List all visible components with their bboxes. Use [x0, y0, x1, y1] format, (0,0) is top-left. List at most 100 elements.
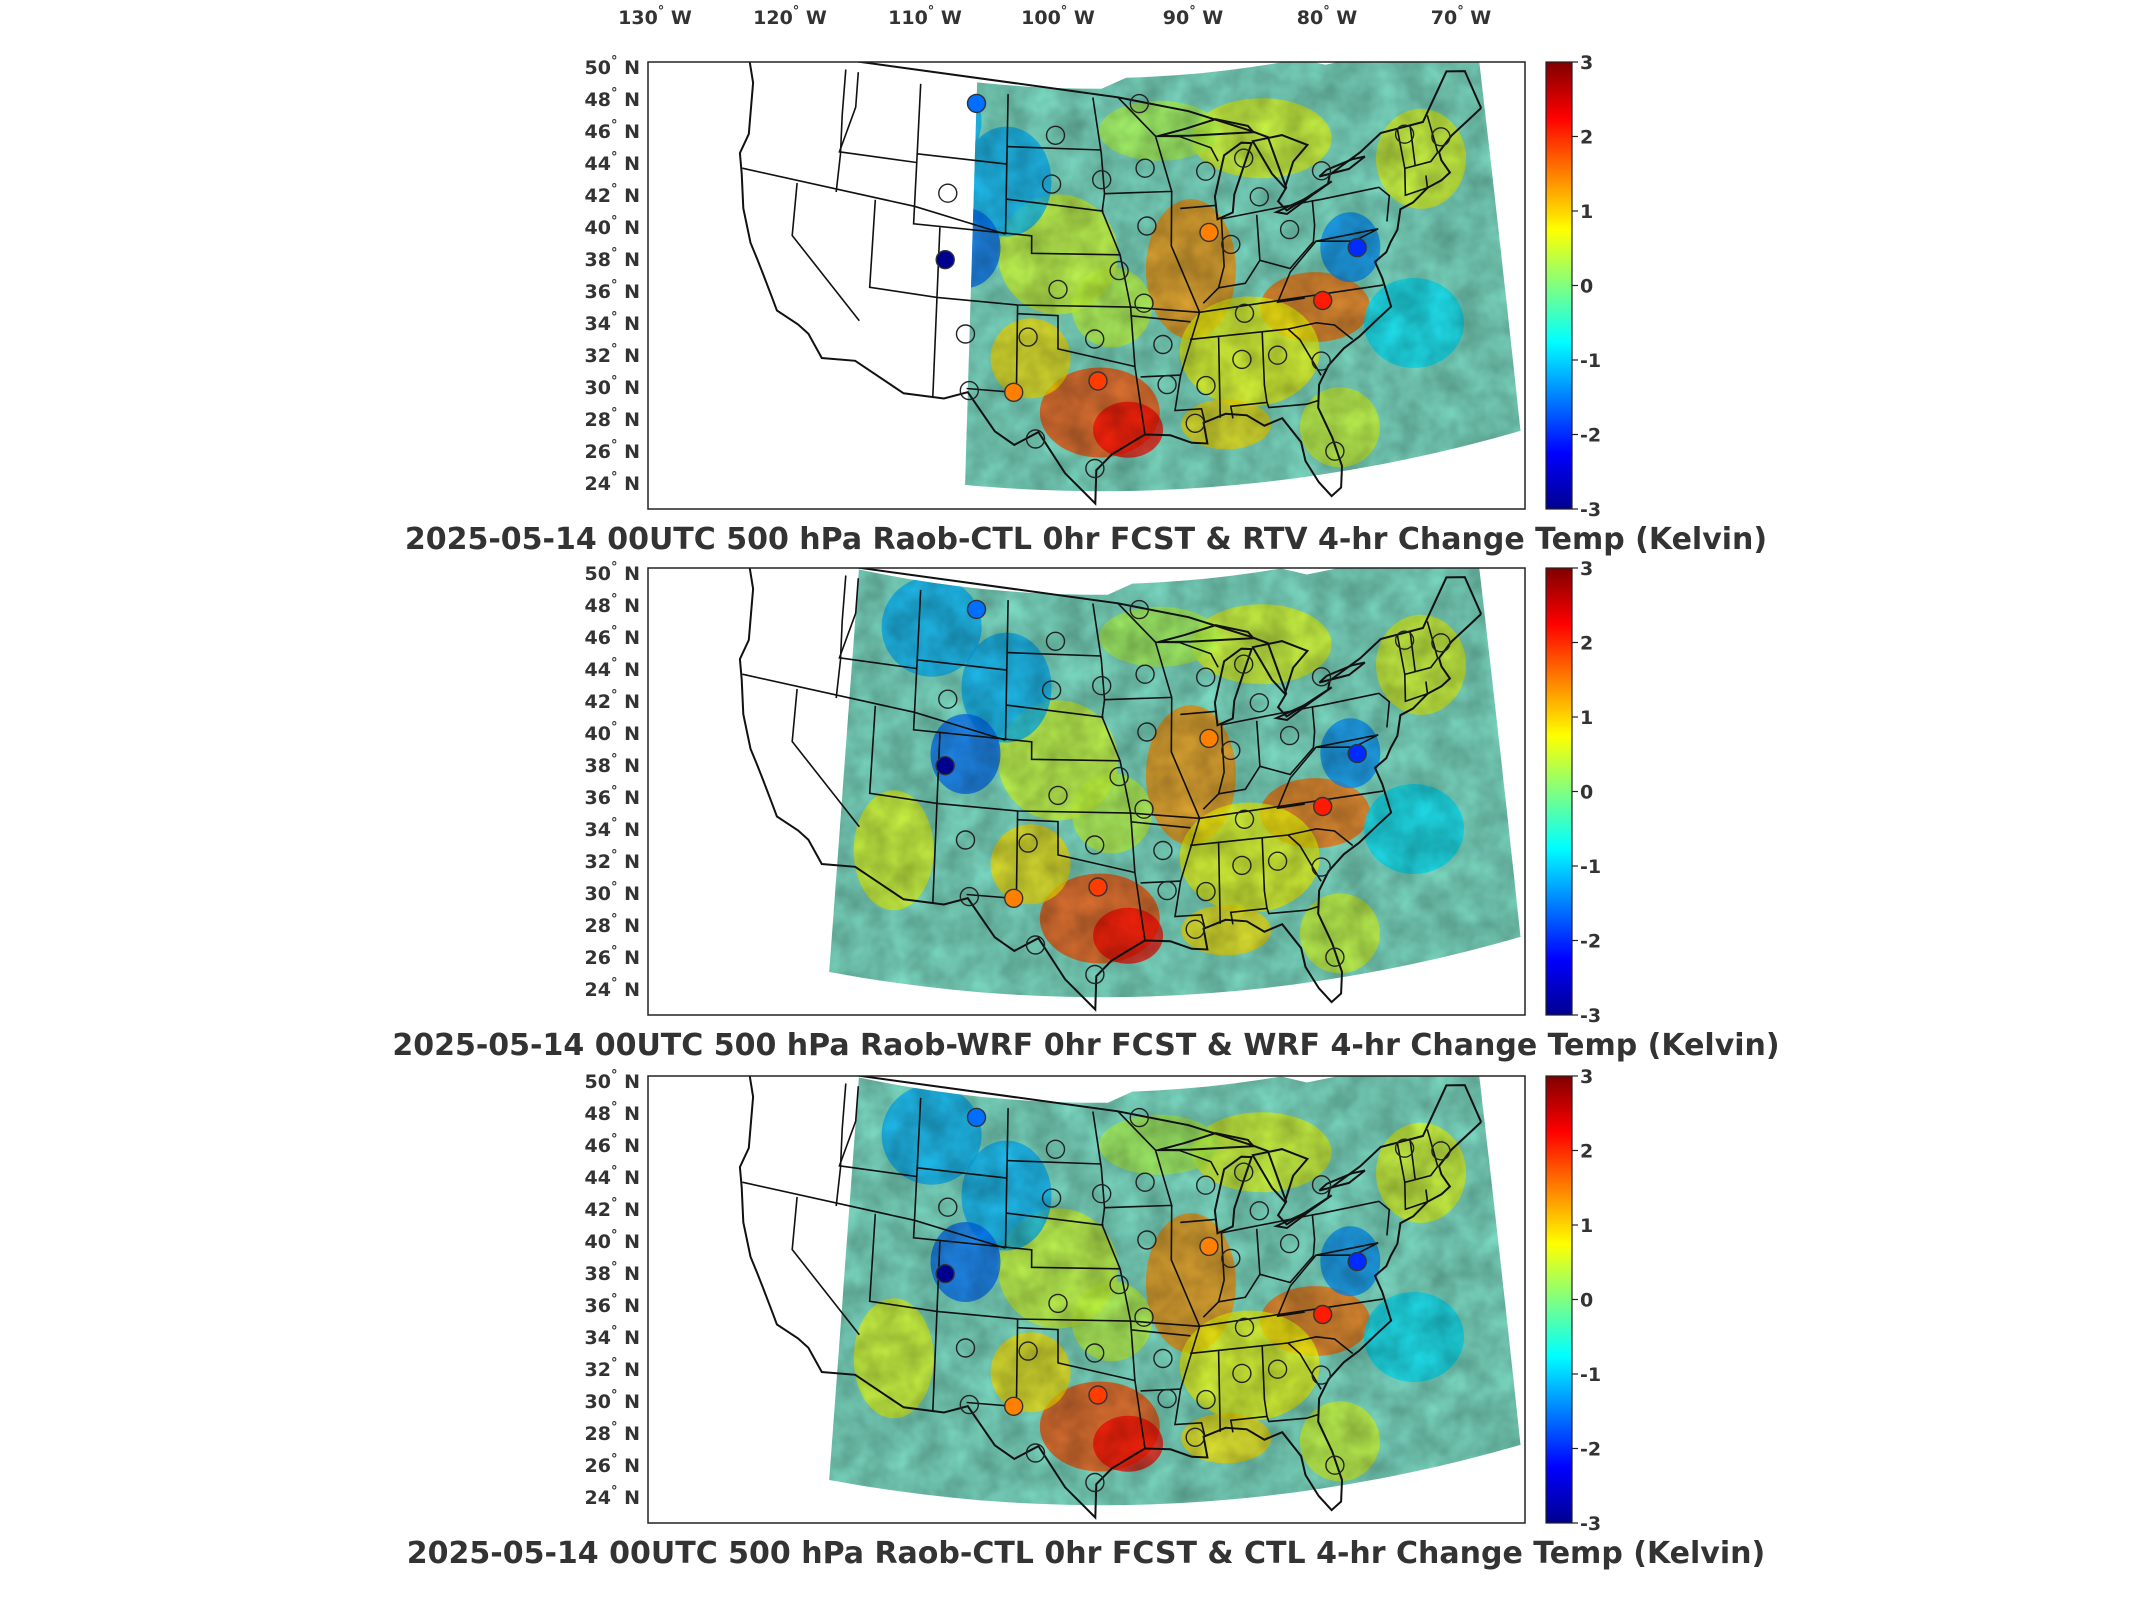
map-outlines — [738, 62, 1483, 506]
station-marker — [1109, 260, 1129, 281]
station-marker — [1109, 1274, 1129, 1295]
colorbar-tick-label: -3 — [1580, 1005, 1601, 1027]
station-marker — [1085, 458, 1105, 479]
colorbar-tick-label: -1 — [1580, 350, 1601, 372]
station-marker — [1041, 1188, 1062, 1208]
station-marker — [1431, 1141, 1451, 1161]
state-boundary — [1217, 1351, 1221, 1432]
lat-label: 28° N — [585, 1420, 640, 1445]
temperature-field — [829, 1076, 1523, 1506]
state-boundary — [1221, 1213, 1316, 1284]
station-marker — [1134, 799, 1154, 819]
state-boundary — [1218, 1228, 1261, 1303]
station-marker — [1134, 1307, 1154, 1327]
lat-label: 50° N — [585, 54, 640, 79]
station-marker — [1085, 1472, 1105, 1493]
state-boundary — [1155, 641, 1219, 668]
state-boundary — [1276, 734, 1379, 810]
state-boundary — [1140, 374, 1181, 378]
lat-label: 24° N — [585, 470, 640, 495]
station-marker — [1088, 371, 1108, 391]
station-marker — [1249, 1201, 1270, 1221]
station-marker — [955, 1338, 976, 1358]
state-boundary — [838, 1086, 917, 1178]
station-marker — [1312, 796, 1333, 817]
lat-label: 50° N — [585, 1068, 640, 1093]
colorbar-tick-label: 2 — [1580, 1141, 1593, 1163]
state-boundary — [1140, 880, 1181, 884]
station-marker — [1135, 1172, 1155, 1192]
great-lake — [1213, 647, 1253, 727]
lat-label: 26° N — [585, 944, 640, 969]
state-boundary — [791, 1196, 860, 1336]
station-marker — [959, 1394, 979, 1415]
station-marker — [1196, 881, 1216, 902]
state-boundary — [1155, 1149, 1219, 1176]
state-boundary — [1287, 1342, 1322, 1390]
station-marker — [1084, 835, 1105, 855]
state-boundary — [1266, 399, 1318, 409]
station-marker — [1232, 349, 1252, 370]
state-boundary — [1006, 1212, 1104, 1226]
station-marker — [1157, 880, 1177, 901]
state-boundary — [1425, 681, 1429, 694]
station-marker — [1084, 329, 1105, 349]
station-marker — [1279, 725, 1300, 746]
great-lake — [1213, 141, 1253, 221]
state-boundary — [1202, 724, 1225, 810]
map-panel: 50° N 48° N 46° N 44° N 42° N 40° N 38° N 36° N… — [407, 1066, 1765, 1571]
state-boundary — [1104, 1110, 1173, 1209]
station-marker — [1312, 290, 1333, 311]
station-marker — [1129, 93, 1150, 114]
state-boundary — [1276, 1242, 1379, 1318]
lat-label: 42° N — [585, 182, 640, 207]
state-boundary — [1092, 603, 1146, 941]
state-boundary — [1218, 214, 1261, 289]
station-marker — [1199, 1236, 1219, 1257]
colorbar-tick-label: -3 — [1580, 1513, 1601, 1535]
station-marker — [1347, 743, 1367, 764]
great-lake — [1251, 134, 1310, 190]
state-boundary — [1180, 710, 1217, 716]
state-boundary — [1396, 128, 1428, 197]
station-marker — [1394, 630, 1415, 650]
station-marker — [1249, 187, 1270, 207]
station-marker — [1041, 680, 1062, 700]
great-lake — [1318, 1169, 1366, 1192]
state-boundary — [1404, 657, 1439, 676]
latitude-labels: 50° N 48° N 46° N 44° N 42° N 40° N 38° N 36° N… — [585, 54, 640, 495]
lat-label: 34° N — [585, 816, 640, 841]
station-marker — [1048, 279, 1068, 300]
lon-label: 70° W — [1431, 4, 1492, 29]
state-boundary — [1007, 1159, 1102, 1165]
svg-text:130° W: 130° W — [618, 4, 692, 29]
station-marker — [1233, 1162, 1254, 1182]
station-marker — [1196, 1389, 1216, 1410]
station-marker — [1232, 855, 1252, 876]
state-boundary — [1130, 821, 1191, 829]
country-border — [853, 62, 1483, 212]
coastline — [738, 62, 1482, 506]
station-marker — [1041, 174, 1062, 194]
colorbar-tick-label: 3 — [1580, 558, 1593, 580]
state-boundary — [1276, 228, 1379, 304]
station-marker — [1311, 161, 1332, 181]
station-marker — [1045, 125, 1066, 146]
lat-label: 32° N — [585, 1356, 640, 1381]
state-boundary — [1004, 94, 1009, 235]
state-boundary — [1189, 827, 1354, 847]
station-marker — [1199, 728, 1219, 749]
map-outlines — [738, 1076, 1483, 1520]
station-marker — [1311, 351, 1331, 371]
colorbar-tick-label: 1 — [1580, 1215, 1593, 1237]
svg-text:70° W: 70° W — [1431, 4, 1492, 29]
state-boundary — [1180, 204, 1217, 210]
station-marker — [1137, 722, 1157, 742]
state-boundary — [1409, 125, 1416, 166]
lat-label: 30° N — [585, 374, 640, 399]
raob-stations — [935, 93, 1451, 479]
lat-label: 40° N — [585, 214, 640, 239]
lat-label: 34° N — [585, 310, 640, 335]
state-boundary — [1017, 312, 1136, 368]
station-marker — [1185, 413, 1205, 433]
